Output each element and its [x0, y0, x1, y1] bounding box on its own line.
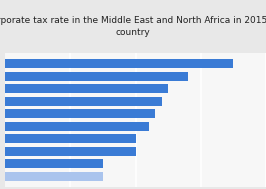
Bar — [5, 59, 234, 68]
Bar — [5, 109, 155, 119]
Bar — [5, 172, 103, 181]
Bar — [5, 71, 188, 81]
Bar — [5, 97, 162, 106]
Text: Corporate tax rate in the Middle East and North Africa in 2015 by
country: Corporate tax rate in the Middle East an… — [0, 16, 266, 37]
Bar — [5, 84, 168, 93]
Bar — [5, 122, 149, 131]
Bar — [5, 134, 136, 143]
Bar — [5, 147, 136, 156]
Bar — [5, 159, 103, 169]
